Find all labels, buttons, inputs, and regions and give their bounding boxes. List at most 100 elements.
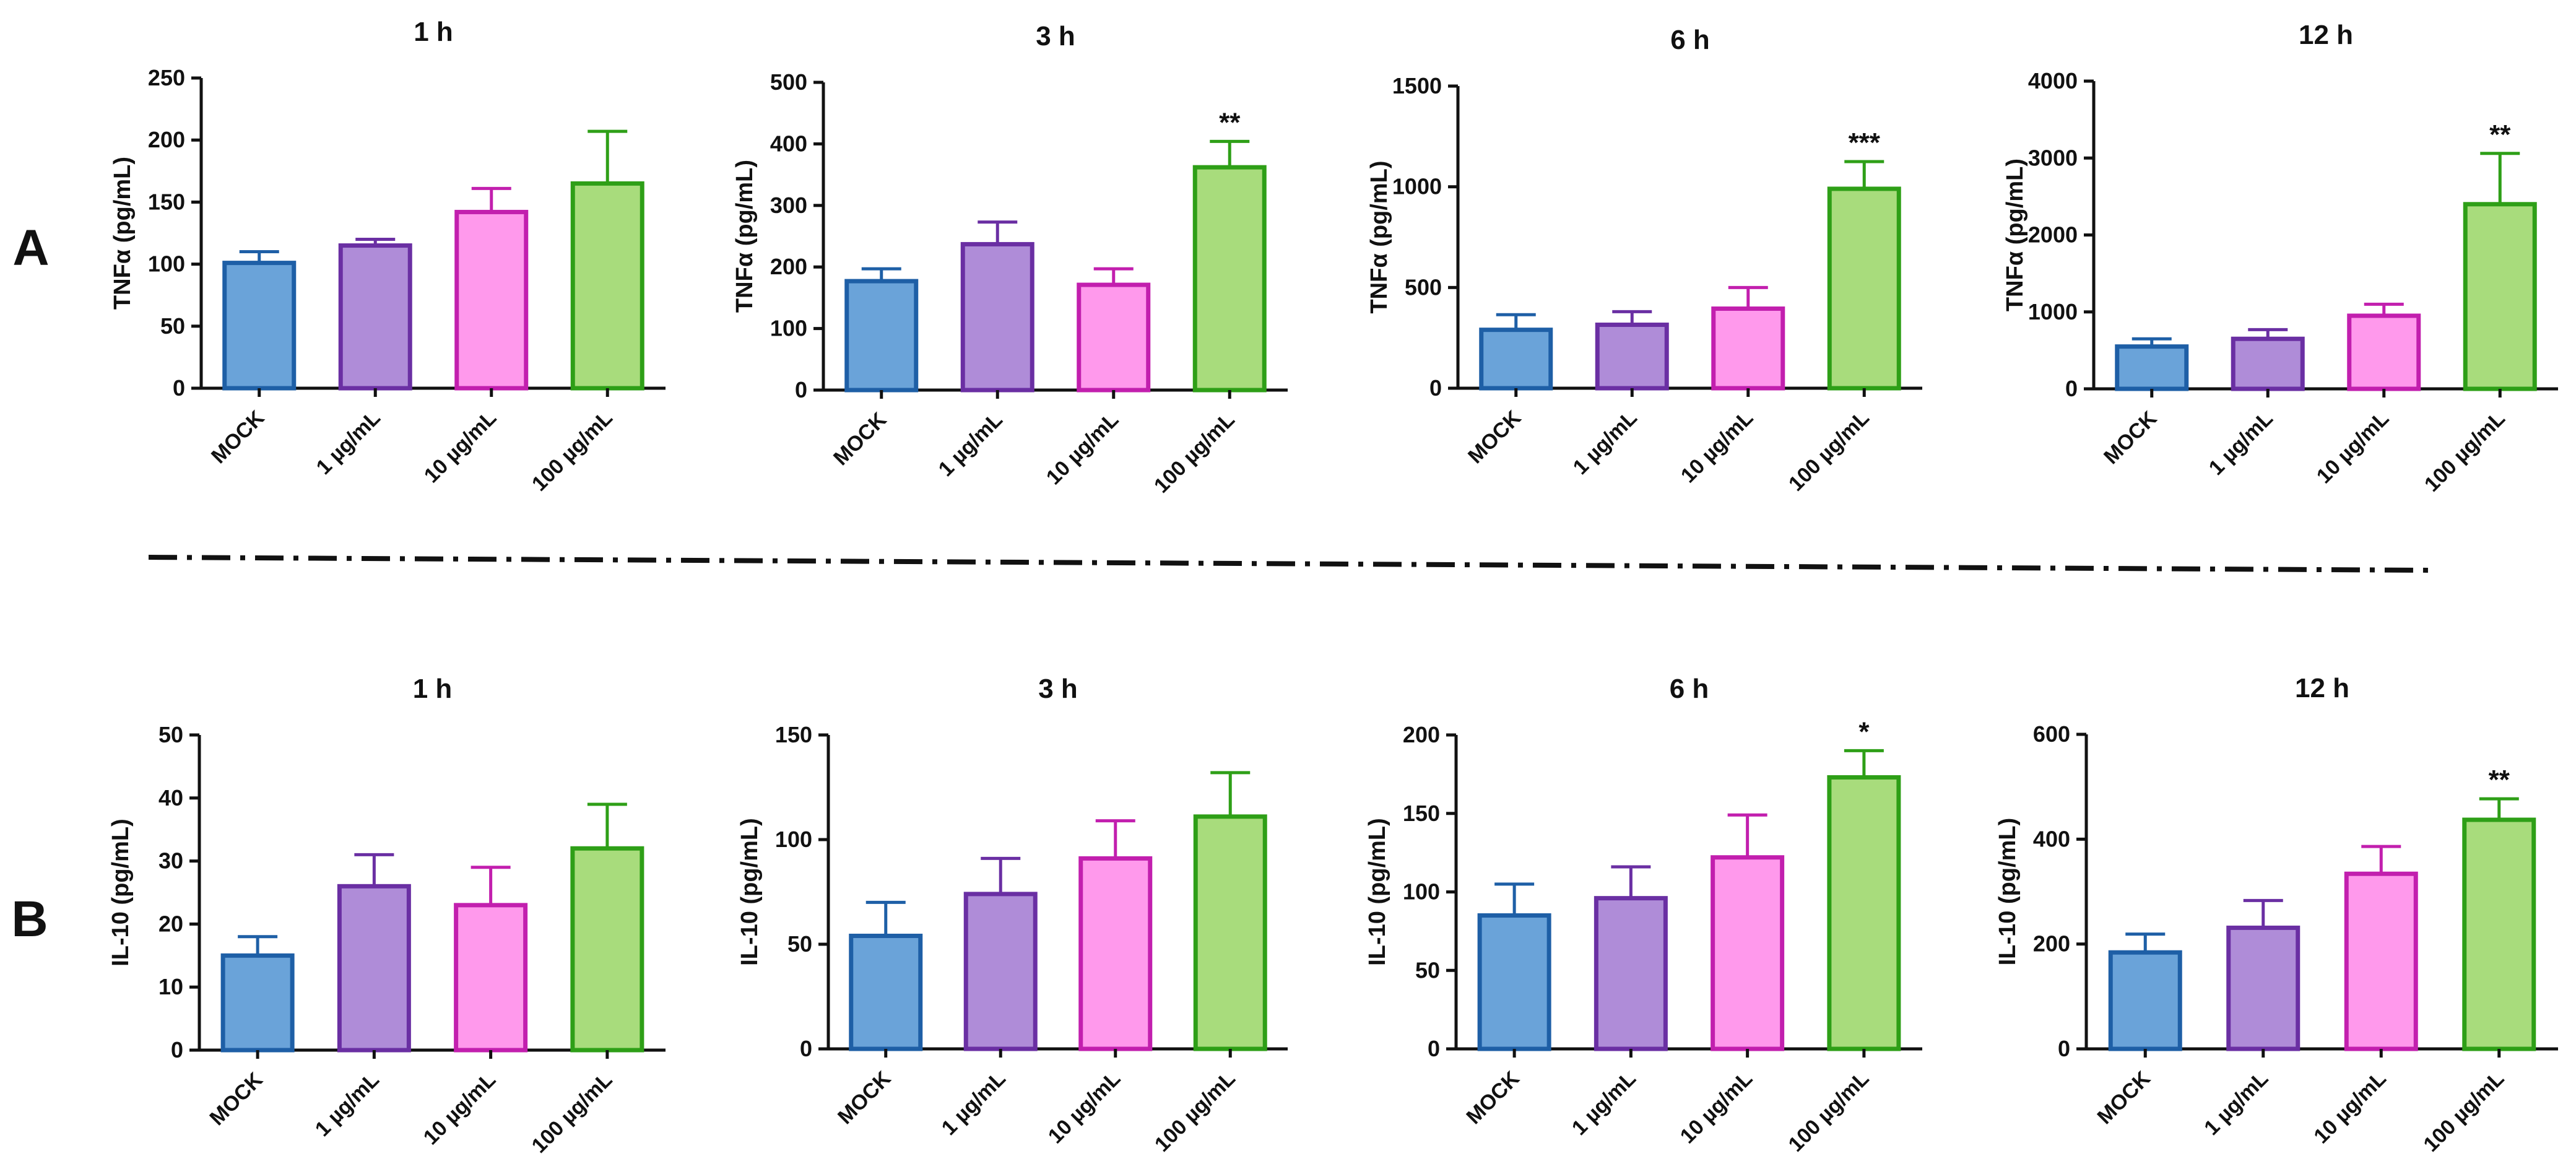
- chart-B-1h: 1 h IL-10 (pg/mL) 0 10 20 30 40 50 MOCK 1 µg/mL 10…: [108, 674, 666, 1158]
- y-tick-label: 40: [158, 785, 183, 810]
- bar: [849, 933, 923, 1051]
- bar: [570, 181, 644, 391]
- bar: [1477, 913, 1551, 1051]
- bar: [1479, 328, 1553, 391]
- y-tick-label: 0: [795, 377, 807, 402]
- bar: [960, 241, 1034, 393]
- chart-title: 6 h: [1670, 674, 1709, 704]
- bar: [1193, 814, 1267, 1051]
- x-tick-label: 10 µg/mL: [1676, 1067, 1758, 1149]
- y-axis-label: IL-10 (pg/mL): [1995, 818, 2021, 966]
- chart-title: 3 h: [1038, 674, 1078, 704]
- bar: [2344, 871, 2418, 1051]
- x-tick-label: 100 µg/mL: [527, 406, 617, 496]
- y-tick-label: 0: [2058, 1036, 2070, 1061]
- chart-title: 1 h: [414, 17, 453, 47]
- x-tick-label: 10 µg/mL: [1676, 406, 1758, 488]
- y-tick-label: 50: [158, 722, 183, 747]
- x-tick-label: MOCK: [205, 1067, 267, 1130]
- x-tick-label: 100 µg/mL: [2419, 1067, 2509, 1157]
- x-tick-label: 100 µg/mL: [1150, 408, 1239, 498]
- y-tick-label: 100: [770, 316, 807, 341]
- bar: [2108, 950, 2182, 1051]
- x-tick-label: 10 µg/mL: [1044, 1067, 1125, 1149]
- y-tick-label: 0: [1428, 1036, 1440, 1061]
- chart-title: 3 h: [1036, 21, 1075, 51]
- bar: [1594, 896, 1668, 1051]
- panel-label-b: B: [11, 891, 48, 947]
- chart-title: 12 h: [2299, 20, 2353, 50]
- x-tick-label: 10 µg/mL: [1042, 408, 1124, 490]
- bar: [2115, 344, 2189, 391]
- x-tick-label: 1 µg/mL: [1569, 406, 1642, 479]
- bar: [220, 953, 295, 1053]
- chart-A-12h: 12 h TNFα (pg/mL) 0 1000 2000 3000 4000 MOCK 1 µ…: [2002, 20, 2558, 497]
- significance-marker: **: [1219, 107, 1241, 137]
- y-tick-label: 200: [148, 127, 185, 152]
- y-tick-label: 20: [158, 911, 183, 936]
- bar: [454, 209, 529, 391]
- y-tick-label: 500: [1405, 274, 1442, 300]
- y-tick-label: 0: [171, 1037, 183, 1063]
- chart-A-1h: 1 h TNFα (pg/mL) 0 50 100 150 200 250 MOCK 1 µg/m…: [110, 17, 666, 496]
- y-tick-label: 500: [770, 69, 807, 95]
- bar: [338, 243, 412, 391]
- x-tick-label: 1 µg/mL: [311, 1068, 384, 1141]
- x-tick-label: 10 µg/mL: [419, 1068, 501, 1150]
- bar: [2462, 817, 2536, 1051]
- bar: [2231, 336, 2305, 391]
- bar: [2463, 202, 2537, 391]
- bar: [454, 903, 528, 1053]
- chart-A-3h: 3 h TNFα (pg/mL) 0 100 200 300 400 500 MOCK 1 µg/…: [732, 21, 1288, 498]
- bar: [1827, 186, 1901, 391]
- y-axis-label: IL-10 (pg/mL): [1364, 818, 1390, 966]
- y-tick-label: 400: [770, 131, 807, 156]
- y-tick-label: 0: [1429, 375, 1442, 401]
- bar: [2347, 313, 2421, 391]
- x-tick-label: 100 µg/mL: [1784, 1067, 1874, 1157]
- y-tick-label: 200: [1403, 722, 1440, 747]
- x-tick-label: 1 µg/mL: [1568, 1067, 1641, 1140]
- y-tick-label: 3000: [2028, 145, 2078, 170]
- y-tick-label: 4000: [2028, 68, 2078, 93]
- bar: [570, 846, 644, 1053]
- y-tick-label: 250: [148, 65, 185, 90]
- y-tick-label: 300: [770, 193, 807, 218]
- bar: [963, 892, 1038, 1051]
- x-tick-label: MOCK: [1462, 1066, 1524, 1129]
- bar: [1711, 306, 1785, 391]
- x-tick-label: 100 µg/mL: [527, 1068, 617, 1158]
- x-tick-label: 1 µg/mL: [934, 408, 1007, 481]
- y-tick-label: 600: [2033, 721, 2070, 747]
- chart-title: 6 h: [1670, 25, 1710, 55]
- x-tick-label: MOCK: [833, 1066, 896, 1129]
- x-tick-label: 100 µg/mL: [1784, 406, 1874, 496]
- x-tick-label: 10 µg/mL: [2309, 1067, 2391, 1149]
- chart-B-3h: 3 h IL-10 (pg/mL) 0 50 100 150 MOCK 1 µg/mL 10 µ…: [737, 674, 1288, 1157]
- y-axis-label: TNFα (pg/mL): [2002, 159, 2028, 311]
- significance-marker: **: [2489, 765, 2510, 795]
- bar: [2226, 925, 2301, 1051]
- y-tick-label: 150: [775, 722, 812, 747]
- significance-marker: *: [1858, 716, 1870, 747]
- chart-title: 1 h: [413, 674, 453, 704]
- x-tick-label: 10 µg/mL: [420, 406, 501, 488]
- x-tick-label: MOCK: [2093, 1066, 2156, 1129]
- y-axis-label: TNFα (pg/mL): [110, 157, 136, 310]
- y-tick-label: 150: [148, 189, 185, 214]
- bar: [1711, 855, 1785, 1051]
- x-tick-label: MOCK: [207, 406, 269, 468]
- y-tick-label: 0: [173, 375, 185, 401]
- y-tick-label: 1500: [1392, 73, 1442, 98]
- y-tick-label: 10: [158, 974, 183, 999]
- x-tick-label: 1 µg/mL: [312, 406, 385, 479]
- y-axis-label: IL-10 (pg/mL): [737, 818, 763, 966]
- y-tick-label: 50: [1415, 957, 1440, 983]
- bar: [1077, 282, 1151, 393]
- y-tick-label: 200: [2033, 931, 2070, 957]
- bar: [1078, 856, 1153, 1051]
- y-axis-label: TNFα (pg/mL): [1366, 160, 1392, 313]
- y-tick-label: 1000: [1392, 174, 1442, 199]
- section-divider: [148, 555, 2432, 573]
